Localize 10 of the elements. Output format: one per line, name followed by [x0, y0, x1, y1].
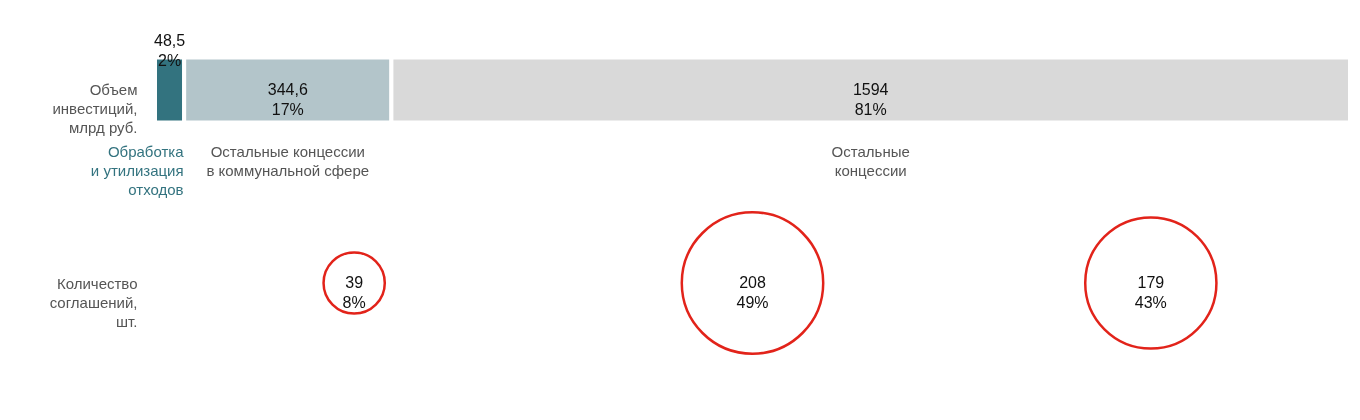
series-label: Остальные концессии в коммунальной сфере [206, 142, 370, 179]
text: Количество соглашений, шт. [49, 274, 138, 330]
series-label: Обработка и утилизация отходов [90, 142, 185, 198]
y-tick-label: Объем инвестиций, млрд руб. [52, 81, 138, 136]
data-label: 179 43% [1134, 274, 1167, 311]
data-label: 344,6 17% [267, 81, 308, 118]
data-label: 208 49% [736, 274, 769, 311]
data-label: 1594 81% [852, 81, 889, 118]
series-label: Остальные концессии [831, 142, 910, 179]
data-label: 39 8% [342, 274, 366, 311]
